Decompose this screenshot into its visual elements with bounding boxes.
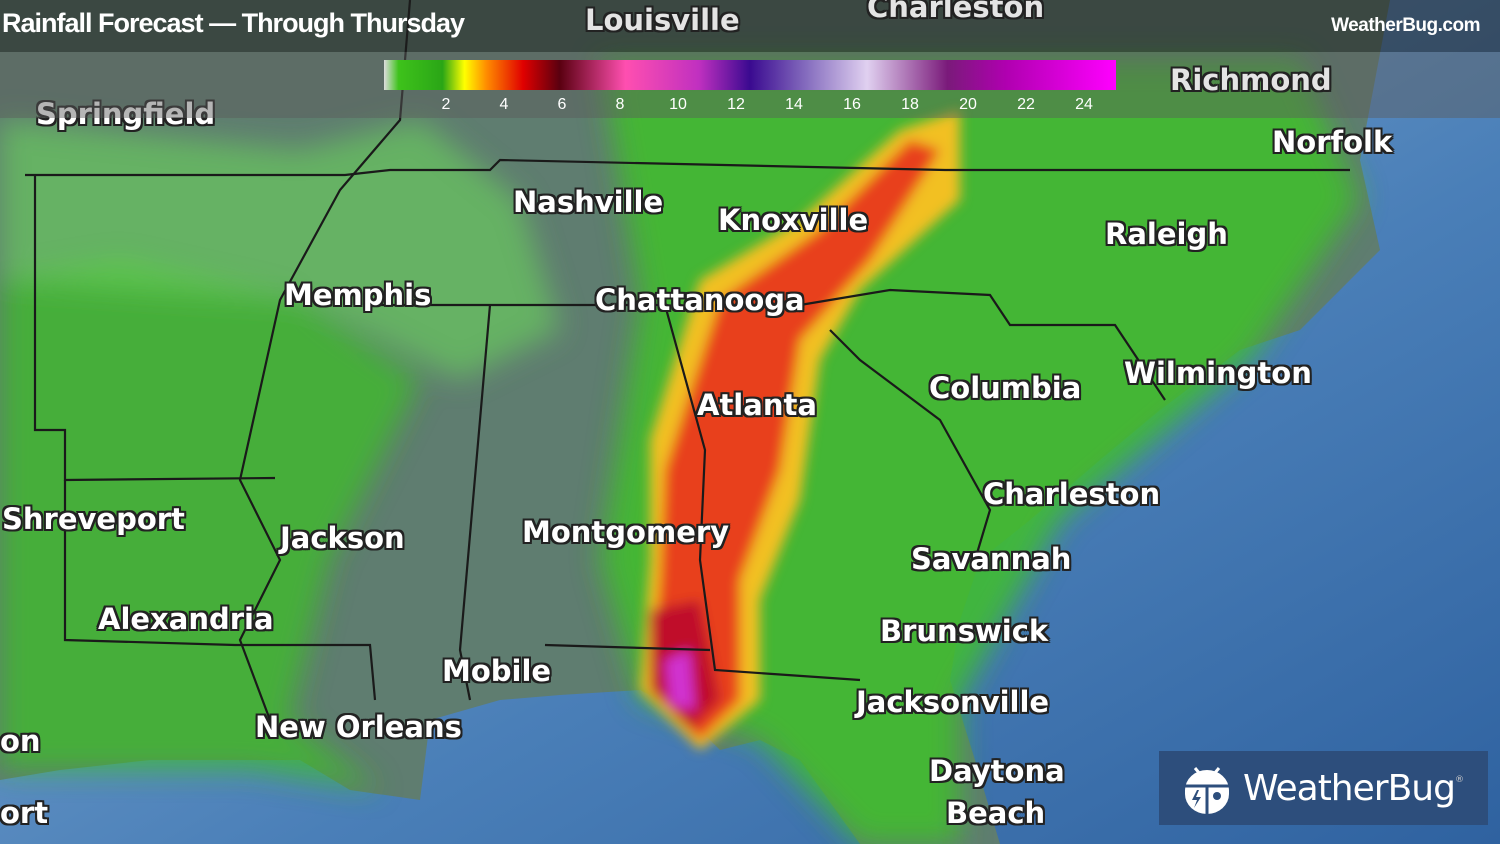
city-label: Springfield [36, 97, 216, 131]
legend-tick-label: 8 [615, 96, 625, 113]
rain-heavy [640, 110, 960, 750]
legend-tick-label: 4 [499, 96, 509, 113]
site-name: WeatherBug.com [1331, 15, 1480, 36]
city-label: ort [0, 796, 49, 830]
city-label: Savannah [911, 542, 1072, 576]
city-label: Alexandria [98, 602, 274, 636]
city-label: Mobile [442, 654, 552, 688]
city-label: Brunswick [880, 614, 1049, 648]
weatherbug-logo: WeatherBug ® [1159, 751, 1488, 825]
city-label: Knoxville [718, 203, 869, 237]
page-title: Rainfall Forecast — Through Thursday [2, 8, 465, 38]
legend-tick-label: 22 [1017, 96, 1035, 113]
legend-tick-label: 14 [785, 96, 803, 113]
city-label: Jackson [280, 521, 405, 555]
city-label: Norfolk [1272, 125, 1393, 159]
legend-tick-label: 20 [959, 96, 977, 113]
legend-tick-label: 10 [669, 96, 687, 113]
rainfall-color-scale [384, 60, 1116, 90]
legend-tick-label: 6 [557, 96, 567, 113]
bug-icon [1185, 767, 1229, 814]
state-borders [25, 0, 1350, 721]
city-label: Daytona [929, 754, 1065, 788]
city-label: Charleston [867, 0, 1045, 24]
city-label: Chattanooga [595, 283, 805, 317]
city-label: Beach [946, 796, 1046, 830]
city-label: Raleigh [1105, 217, 1228, 251]
city-label: Memphis [284, 278, 432, 312]
city-label: Charleston [983, 477, 1161, 511]
city-label: Richmond [1170, 63, 1332, 97]
city-label: Wilmington [1124, 356, 1312, 390]
legend-tick-label: 16 [843, 96, 861, 113]
city-label: Jacksonville [856, 685, 1050, 719]
city-label: Nashville [513, 185, 664, 219]
city-label: on [0, 724, 41, 758]
city-label: Louisville [585, 3, 740, 37]
city-label: Atlanta [697, 388, 817, 422]
city-label: Columbia [929, 371, 1082, 405]
city-label: Shreveport [2, 502, 185, 536]
logo-text: WeatherBug [1243, 767, 1456, 809]
legend-tick-label: 18 [901, 96, 919, 113]
legend-tick-label: 24 [1075, 96, 1093, 113]
header-bar: Rainfall Forecast — Through Thursday Wea… [0, 0, 1500, 52]
city-label: New Orleans [255, 710, 462, 744]
legend-tick-label: 2 [441, 96, 451, 113]
legend-tick-label: 12 [727, 96, 745, 113]
registered-mark: ® [1454, 775, 1464, 785]
city-label: Montgomery [522, 515, 730, 549]
